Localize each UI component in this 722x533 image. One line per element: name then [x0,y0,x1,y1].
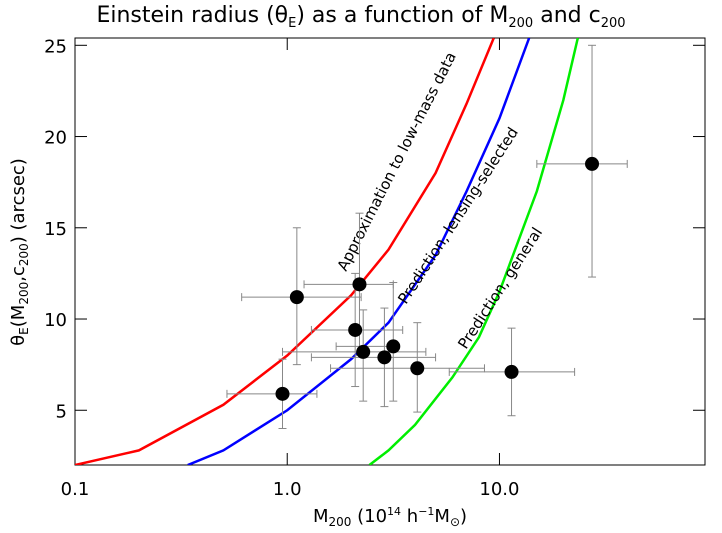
data-point [356,344,371,359]
title-part: ) as a function of M [296,3,508,28]
label-part: M [434,506,450,527]
title-sub: E [288,16,296,31]
label-sub: ⊙ [450,515,460,529]
label-part: (M [8,305,29,328]
plot-frame [74,37,706,466]
data-point [410,361,425,376]
label-sub: 200 [328,515,351,529]
label-sub: E [17,327,31,335]
data-point [348,322,363,337]
chart-title: Einstein radius (θE) as a function of M2… [96,3,625,31]
label-part: θ [8,335,29,346]
curve [187,38,531,465]
curve [75,38,495,465]
y-tick-label: 20 [44,128,67,149]
data-point [275,386,290,401]
y-tick-label: 25 [44,36,67,57]
label-sub: 200 [17,243,31,266]
title-part: and c [533,3,600,28]
label-part: (10 [351,506,387,527]
label-sub: 200 [17,282,31,305]
curve-label: Prediction, general [454,224,546,352]
data-point [377,350,392,365]
label-part: h [401,506,418,527]
data-point [585,156,600,171]
title-sub: 200 [508,16,533,31]
label-sup: −1 [418,505,434,518]
title-sub: 200 [601,16,626,31]
y-tick-label: 10 [44,310,67,331]
data-point [504,364,519,379]
data-point [289,290,304,305]
x-tick-label: 10.0 [479,479,519,500]
curve [368,38,580,465]
x-tick-label: 0.1 [61,479,90,500]
label-part: ) [460,506,467,527]
y-axis-label: θE(M200,c200) (arcsec) [8,158,31,346]
label-part: ) (arcsec) [8,158,29,243]
label-part: ,c [8,266,29,282]
label-part: M [313,506,329,527]
y-tick-label: 15 [44,219,67,240]
title-part: Einstein radius (θ [96,3,288,28]
x-axis-label: M200 (1014 h−1M⊙) [313,505,467,529]
label-sup: 14 [387,505,401,518]
x-tick-label: 1.0 [273,479,302,500]
y-tick-label: 5 [56,401,67,422]
data-point [352,277,367,292]
data-point [386,339,401,354]
